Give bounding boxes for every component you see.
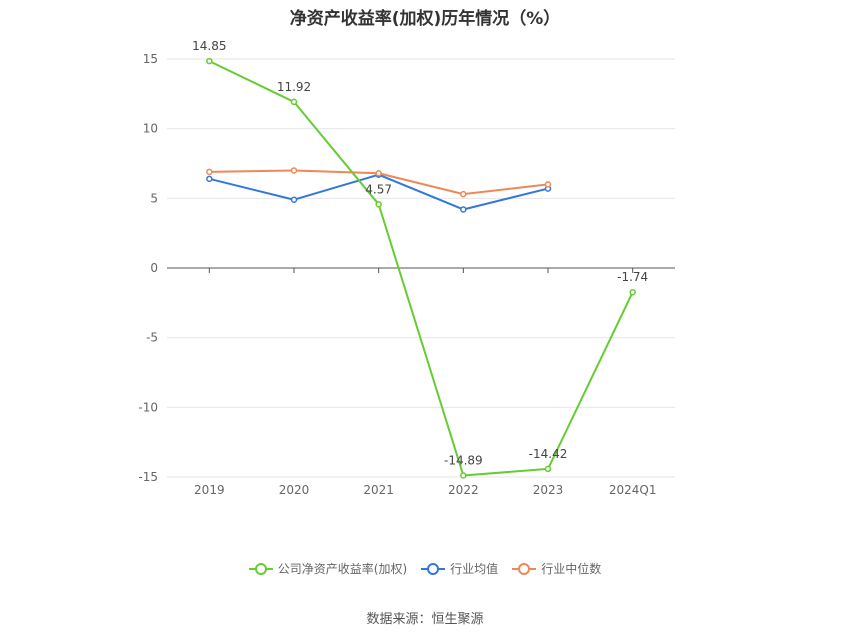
legend-marker-icon: [512, 562, 537, 575]
data-point: [206, 168, 213, 176]
x-tick-label: 2023: [533, 483, 564, 497]
x-tick-label: 2020: [279, 483, 310, 497]
y-tick-label: 0: [150, 261, 158, 275]
data-point: [290, 98, 298, 106]
data-point: [460, 206, 467, 213]
series-line-0: [208, 60, 634, 477]
data-label: 14.85: [192, 39, 226, 53]
data-point: [375, 201, 382, 208]
legend-label: 行业均值: [450, 562, 499, 576]
y-tick-label: -5: [146, 331, 158, 345]
data-point: [460, 472, 467, 479]
data-label: 4.57: [365, 182, 392, 196]
legend-item[interactable]: 行业中位数: [512, 560, 601, 577]
legend-item[interactable]: 公司净资产收益率(加权): [248, 560, 408, 577]
data-label: -14.42: [529, 447, 568, 461]
legend-marker-icon: [248, 562, 273, 575]
data-point: [290, 196, 298, 203]
legend-marker-icon: [421, 562, 446, 575]
x-tick-label: 2024Q1: [609, 483, 657, 497]
x-tick-label: 2022: [448, 483, 479, 497]
legend-label: 公司净资产收益率(加权): [277, 562, 408, 576]
legend: 公司净资产收益率(加权) 行业均值 行业中位数: [0, 560, 850, 577]
data-point: [544, 465, 552, 473]
data-point: [206, 57, 213, 65]
data-point: [375, 170, 382, 177]
y-tick-label: 15: [143, 52, 158, 66]
y-tick-label: -15: [138, 470, 158, 484]
data-source: 数据来源：恒生聚源: [366, 612, 484, 627]
legend-label: 行业中位数: [541, 562, 602, 576]
data-point: [629, 288, 636, 296]
chart-title: 净资产收益率(加权)历年情况（%）: [289, 9, 561, 29]
data-label: -1.74: [617, 270, 648, 284]
x-tick-label: 2021: [363, 483, 394, 497]
y-tick-label: -10: [138, 400, 158, 414]
x-tick-label: 2019: [194, 483, 225, 497]
data-point: [290, 167, 298, 174]
y-tick-label: 10: [143, 122, 158, 136]
legend-item[interactable]: 行业均值: [421, 560, 498, 577]
data-point: [544, 181, 552, 188]
data-point: [460, 190, 467, 198]
y-tick-label: 5: [150, 191, 158, 205]
data-point: [206, 175, 213, 183]
data-label: 11.92: [277, 80, 311, 94]
data-label: -14.89: [444, 453, 483, 467]
